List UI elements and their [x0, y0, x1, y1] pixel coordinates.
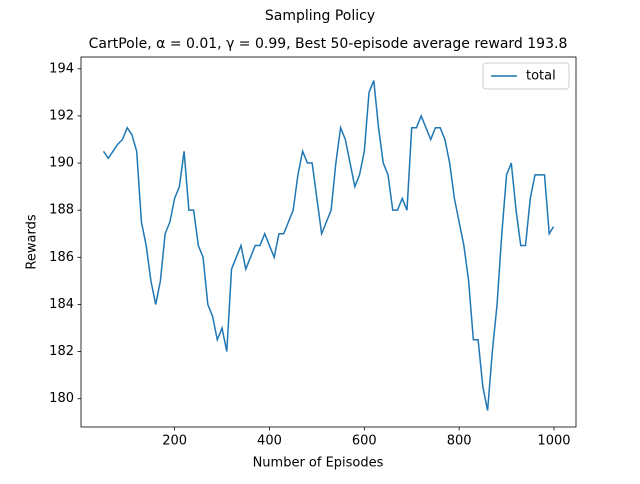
- x-tick-label: 1000: [537, 434, 570, 449]
- y-tick-label: 192: [49, 108, 74, 123]
- y-tick-label: 188: [49, 203, 74, 218]
- suptitle: Sampling Policy: [265, 8, 375, 24]
- chart-title: CartPole, α = 0.01, γ = 0.99, Best 50-ep…: [89, 36, 568, 52]
- y-tick-label: 190: [49, 156, 74, 171]
- x-tick-label: 600: [352, 434, 377, 449]
- y-tick-label: 184: [49, 297, 74, 312]
- axes-frame: [80, 56, 577, 428]
- legend-box: [482, 62, 570, 90]
- x-tick-label: 800: [447, 434, 472, 449]
- y-axis-label: Rewards: [25, 214, 40, 269]
- x-tick-label: 400: [257, 434, 282, 449]
- line-series: [102, 80, 555, 411]
- y-tick-label: 186: [49, 250, 74, 265]
- y-tick-label: 180: [49, 391, 74, 406]
- y-tick-label: 182: [49, 344, 74, 359]
- y-tick-label: 194: [49, 61, 74, 76]
- legend-label: total: [526, 69, 556, 84]
- x-axis-label: Number of Episodes: [253, 456, 384, 471]
- x-tick-label: 200: [162, 434, 187, 449]
